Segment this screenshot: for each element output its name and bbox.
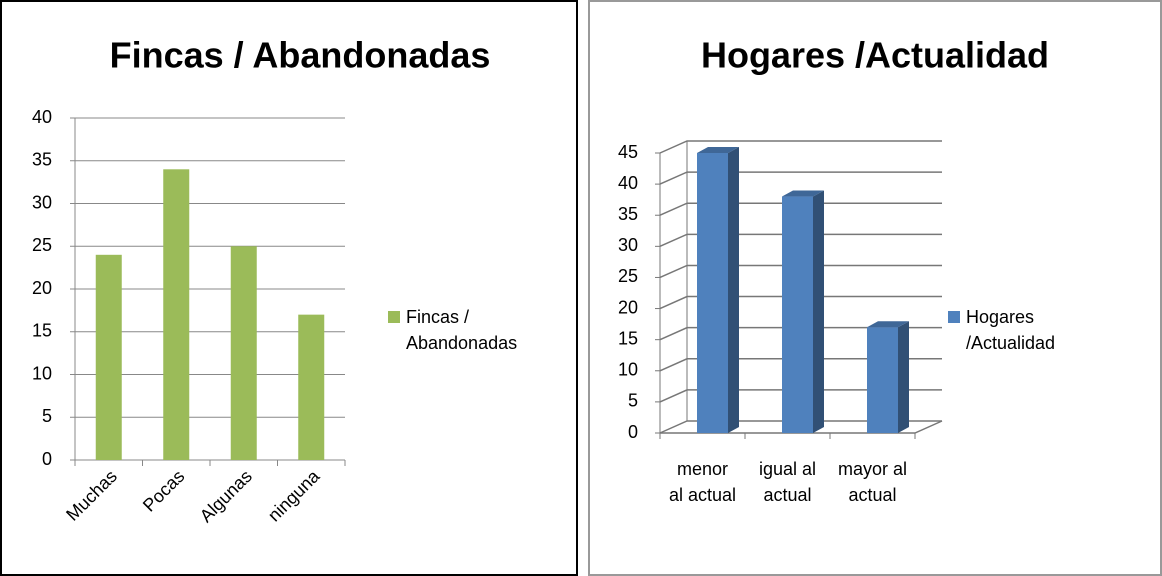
chart-title: Fincas / Abandonadas (110, 35, 491, 76)
x-tick-label: mayor al actual (837, 459, 908, 505)
bar-top (782, 190, 824, 197)
panel-border (0, 0, 578, 576)
y-tick-label: 5 (42, 406, 52, 426)
bar-top (697, 147, 739, 153)
x-tick-label: Muchas (62, 466, 121, 525)
legend-label: Hogares /Actualidad (966, 307, 1056, 353)
chart-title: Hogares /Actualidad (701, 35, 1049, 76)
x-tick-label: menor al actual (668, 459, 737, 505)
y-tick-label: 20 (32, 278, 52, 298)
y-tick-label: 0 (42, 449, 52, 469)
legend-swatch (388, 311, 400, 323)
bar (163, 169, 190, 461)
y-tick-label: 10 (618, 360, 638, 380)
y-tick-label: 0 (628, 422, 638, 442)
x-tick-label: igual al actual (758, 459, 817, 505)
y-tick-label: 25 (32, 235, 52, 255)
x-tick-label: ninguna (264, 465, 324, 525)
legend-label: Fincas / Abandonadas (406, 307, 518, 353)
bar (782, 196, 813, 433)
y-tick-label: 20 (618, 297, 638, 317)
bar (697, 153, 728, 433)
y-tick-label: 40 (32, 107, 52, 127)
bar-side (813, 190, 824, 433)
panel-border (588, 0, 1162, 576)
y-tick-label: 15 (32, 321, 52, 341)
y-tick-label: 25 (618, 266, 638, 286)
y-tick-label: 15 (618, 328, 638, 348)
y-tick-label: 30 (618, 235, 638, 255)
x-tick-label: Pocas (139, 466, 189, 516)
bar (298, 314, 325, 460)
legend-swatch (948, 311, 960, 323)
bar-top (867, 321, 909, 328)
y-tick-label: 35 (618, 204, 638, 224)
bar-side (898, 321, 909, 433)
bar-side (728, 147, 739, 433)
bar (95, 254, 122, 460)
y-tick-label: 40 (618, 173, 638, 193)
y-tick-label: 35 (32, 150, 52, 170)
bar (230, 246, 257, 460)
y-tick-label: 10 (32, 363, 52, 383)
y-tick-label: 45 (618, 142, 638, 162)
y-tick-label: 5 (628, 391, 638, 411)
bar (867, 327, 898, 433)
x-tick-label: Algunas (196, 466, 256, 526)
y-tick-label: 30 (32, 192, 52, 212)
